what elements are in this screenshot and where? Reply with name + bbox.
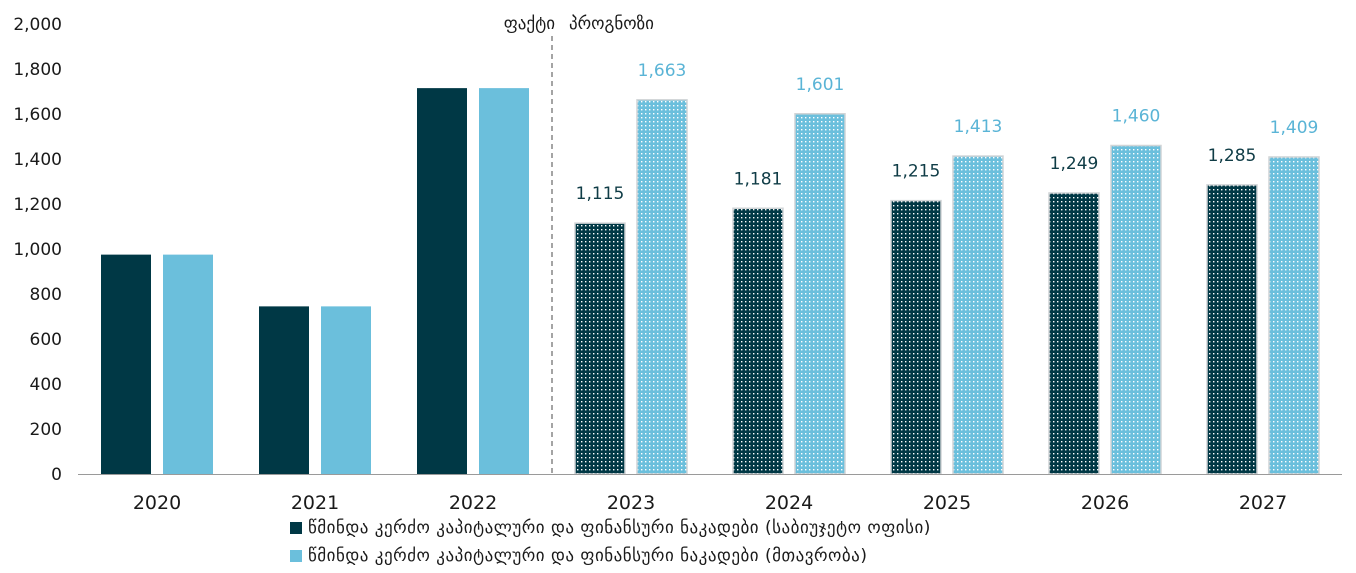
legend-item-budget-office: წმინდა კერძო კაპიტალური და ფინანსური ნაკ… [290,514,931,542]
bar-budget-office-2027 [1206,184,1258,475]
data-label: 1,601 [796,75,845,95]
bar-budget-office-2022 [417,88,467,474]
y-tick-label: 1,400 [13,150,62,170]
y-tick-label: 1,200 [13,195,62,215]
data-label: 1,413 [954,117,1003,137]
data-label: 1,215 [892,162,941,182]
bar-budget-office-2026 [1048,192,1100,475]
data-label: 1,409 [1270,118,1319,138]
bar-budget-office-2021 [259,306,309,474]
y-tick-label: 600 [30,330,62,350]
legend-swatch-dark [290,522,302,534]
y-tick-label: 2,000 [13,15,62,35]
data-label: 1,249 [1050,154,1099,174]
data-label: 1,181 [734,169,783,189]
legend-swatch-light [290,550,302,562]
x-category-label: 2025 [923,492,971,510]
data-label: 1,285 [1208,146,1257,166]
data-label: 1,460 [1112,107,1161,127]
data-label: 1,663 [638,61,687,81]
legend-item-government: წმინდა კერძო კაპიტალური და ფინანსური ნაკ… [290,542,931,570]
bar-government-2025 [952,155,1004,475]
x-category-label: 2026 [1081,492,1129,510]
x-category-label: 2020 [133,492,181,510]
actual-period-label: ფაქტი [504,14,555,34]
bar-budget-office-2025 [890,199,942,475]
bar-budget-office-2024 [732,207,784,475]
y-tick-label: 1,800 [13,60,62,80]
legend-label-government: წმინდა კერძო კაპიტალური და ფინანსური ნაკ… [308,546,868,566]
data-label: 1,115 [576,184,625,204]
bar-budget-office-2023 [574,222,626,475]
bar-government-2024 [794,113,846,475]
x-category-label: 2022 [449,492,497,510]
x-category-label: 2023 [607,492,655,510]
bar-government-2027 [1268,156,1320,475]
bar-government-2022 [479,88,529,474]
x-category-label: 2024 [765,492,813,510]
y-tick-label: 400 [30,375,62,395]
bar-government-2023 [636,99,688,475]
y-tick-label: 1,000 [13,240,62,260]
legend-label-budget-office: წმინდა კერძო კაპიტალური და ფინანსური ნაკ… [308,518,931,538]
bar-chart: 0 200 400 600 800 1,000 1,200 1,400 1,600 1,800 2,… [13,14,1342,510]
forecast-period-label: პროგნოზი [569,14,654,34]
bar-government-2021 [321,306,371,474]
y-tick-label: 800 [30,285,62,305]
bar-government-2026 [1110,144,1162,475]
y-tick-label: 0 [51,465,62,485]
x-category-label: 2021 [291,492,339,510]
x-category-label: 2027 [1239,492,1287,510]
y-tick-label: 200 [30,420,62,440]
legend: წმინდა კერძო კაპიტალური და ფინანსური ნაკ… [290,514,931,570]
bar-budget-office-2020 [101,254,151,474]
y-tick-label: 1,600 [13,105,62,125]
bar-government-2020 [163,254,213,474]
